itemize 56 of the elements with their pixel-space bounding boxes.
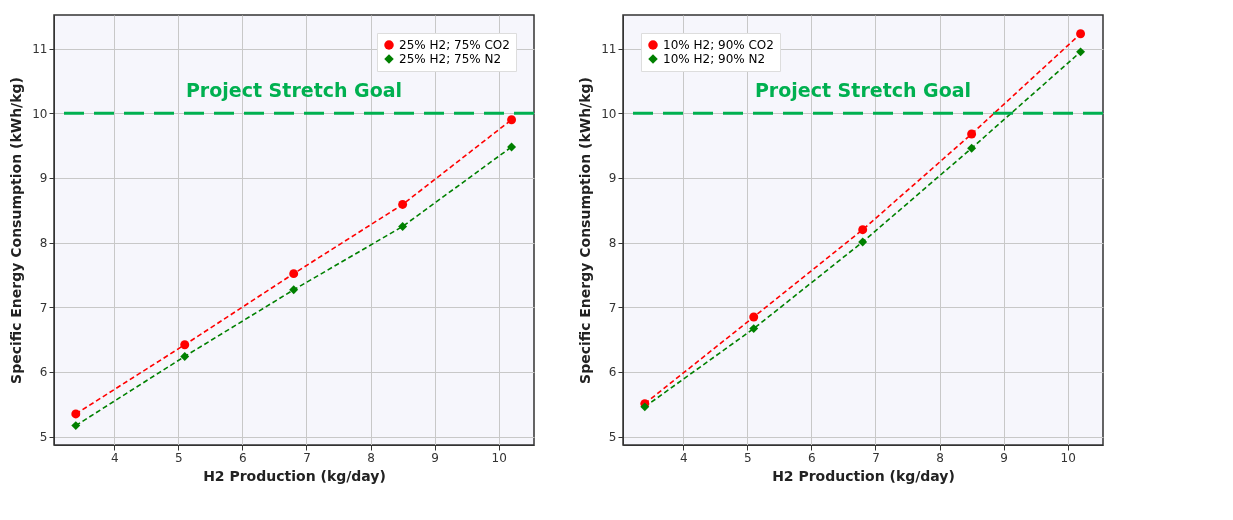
point [858,237,868,247]
point [398,221,408,231]
y-axis-title: Specific Energy Consumption (kWh/kg) [8,77,25,384]
legend-label: 10% H2; 90% N2 [663,52,766,66]
x-tick-label: 4 [110,450,119,465]
x-tick-label: 5 [744,450,752,465]
y-tick-label: 6 [608,365,617,380]
y-tick-label: 11 [601,42,617,57]
x-tick-label: 9 [1000,450,1008,465]
y-tick-label: 10 [32,106,48,121]
point [289,285,299,295]
point [398,200,408,209]
y-tick-label: 8 [39,236,48,251]
x-tick-label: 6 [239,450,247,465]
ref-line-label: Project Stretch Goal [185,79,403,102]
y-tick-label: 11 [32,42,48,57]
y-tick-label: 7 [39,300,48,315]
x-tick-label: 7 [872,450,880,465]
y-tick-label: 7 [608,300,617,315]
y-tick-label: 10 [601,106,617,121]
y-tick-label: 5 [39,430,48,445]
y-tick-label: 8 [608,236,617,251]
y-axis-title: Specific Energy Consumption (kWh/kg) [577,77,594,384]
point [71,421,81,431]
y-tick-label: 6 [39,365,48,380]
x-tick-label: 9 [431,450,439,465]
x-tick-label: 10 [491,450,507,465]
point [749,324,759,334]
legend-label: 10% H2; 90% CO2 [663,38,774,52]
point [180,340,190,350]
point [507,142,517,152]
ref-line-label: Project Stretch Goal [754,79,972,102]
y-tick-label: 5 [608,430,617,445]
point [967,129,977,139]
x-tick-label: 4 [679,450,688,465]
x-tick-label: 8 [367,450,375,465]
point [507,115,517,125]
y-tick-label: 9 [608,171,617,186]
legend-label: 25% H2; 75% CO2 [399,38,510,52]
point [967,143,977,153]
point [858,225,868,235]
point [180,351,190,361]
point [1076,47,1086,57]
x-tick-label: 7 [303,450,311,465]
legend-label: 25% H2; 75% N2 [399,52,502,66]
x-tick-label: 10 [1060,450,1076,465]
point [749,312,759,322]
x-tick-label: 5 [175,450,183,465]
x-tick-label: 6 [808,450,816,465]
point [1076,29,1086,39]
x-axis-title: H2 Production (kg/day) [772,467,955,484]
x-axis-title: H2 Production (kg/day) [203,467,386,484]
x-tick-label: 8 [936,450,944,465]
point [289,269,299,279]
point [71,409,81,419]
y-tick-label: 9 [39,171,48,186]
